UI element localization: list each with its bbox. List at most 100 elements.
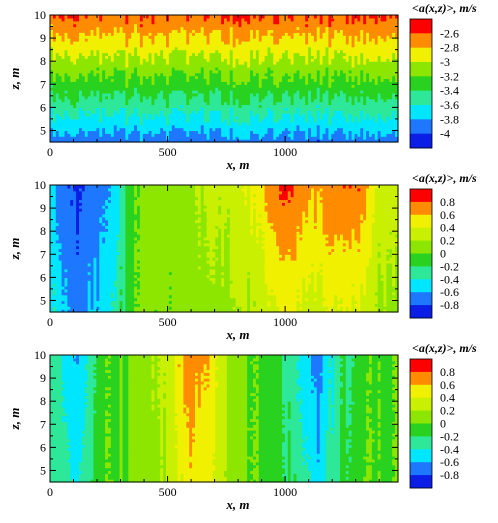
heatmap-cell: [284, 72, 289, 77]
heatmap-cell: [55, 32, 60, 36]
heatmap-cell: [195, 55, 199, 59]
heatmap-cell: [273, 26, 277, 31]
heatmap-cell: [250, 32, 254, 36]
heatmap-cell: [195, 58, 199, 62]
heatmap-cell: [276, 49, 280, 54]
heatmap-cell: [221, 61, 225, 65]
heatmap-cell: [64, 92, 68, 97]
heatmap-cell: [116, 38, 121, 42]
heatmap-cell: [296, 23, 300, 28]
heatmap-cell: [235, 101, 240, 106]
heatmap-cell: [154, 130, 158, 134]
heatmap-cell: [183, 116, 187, 120]
heatmap-cell: [142, 87, 147, 91]
heatmap-cell: [108, 69, 112, 74]
heatmap-cell: [241, 136, 245, 140]
heatmap-cell: [168, 35, 173, 39]
heatmap-cell: [87, 127, 92, 132]
heatmap-cell: [270, 87, 274, 91]
heatmap-cell: [267, 101, 271, 106]
heatmap-cell: [79, 90, 83, 94]
heatmap-cell: [99, 66, 103, 71]
heatmap-cell: [96, 136, 100, 140]
heatmap-cell: [212, 90, 216, 94]
heatmap-cell: [151, 75, 155, 80]
heatmap-cell: [299, 116, 303, 120]
heatmap-cell: [102, 95, 106, 100]
heatmap-cell: [108, 118, 112, 123]
heatmap-cell: [52, 101, 57, 106]
heatmap-cell: [145, 38, 150, 42]
heatmap-cell: [55, 69, 60, 74]
heatmap-cell: [76, 78, 80, 82]
heatmap-cell: [64, 78, 68, 82]
heatmap-cell: [119, 66, 124, 71]
heatmap-cell: [151, 52, 155, 57]
heatmap-cell: [73, 26, 77, 31]
heatmap-cell: [232, 139, 237, 143]
heatmap-cell: [119, 84, 124, 88]
heatmap-cell: [203, 72, 208, 77]
heatmap-cell: [221, 38, 225, 42]
heatmap-cell: [50, 69, 54, 74]
heatmap-cell: [134, 61, 138, 65]
heatmap-cell: [273, 84, 277, 88]
heatmap-cell: [276, 69, 280, 74]
heatmap-cell: [73, 58, 77, 62]
heatmap-cell: [189, 49, 193, 54]
heatmap-cell: [203, 49, 208, 54]
heatmap-cell: [131, 95, 135, 100]
heatmap-cell: [105, 127, 109, 132]
heatmap-cell: [215, 95, 219, 100]
heatmap-cell: [50, 118, 54, 123]
heatmap-cell: [180, 72, 184, 77]
heatmap-cell: [139, 107, 144, 111]
heatmap-cell: [203, 104, 208, 108]
heatmap-cell: [105, 84, 109, 88]
heatmap-cell: [296, 98, 300, 103]
heatmap-cell: [166, 107, 170, 111]
heatmap-cell: [99, 118, 103, 123]
heatmap-cell: [163, 40, 167, 45]
heatmap-cell: [186, 72, 190, 77]
heatmap-cell: [244, 116, 248, 120]
heatmap-cell: [235, 87, 240, 91]
heatmap-cell: [284, 15, 289, 19]
heatmap-cell: [218, 38, 222, 42]
heatmap-cell: [229, 66, 234, 71]
heatmap-cell: [267, 46, 271, 51]
heatmap-cell: [177, 95, 182, 100]
heatmap-cell: [279, 26, 283, 31]
heatmap-cell: [154, 107, 158, 111]
heatmap-cell: [73, 95, 77, 100]
heatmap-cell: [186, 49, 190, 54]
heatmap-cell: [250, 98, 254, 103]
heatmap-cell: [102, 101, 106, 106]
heatmap-cell: [270, 133, 274, 137]
heatmap-cell: [284, 95, 289, 100]
heatmap-cell: [73, 20, 77, 25]
heatmap-cell: [195, 29, 199, 33]
heatmap-cell: [177, 75, 182, 80]
heatmap-cell: [183, 130, 187, 134]
heatmap-cell: [99, 121, 103, 126]
heatmap-cell: [253, 127, 257, 132]
heatmap-cell: [55, 92, 60, 97]
heatmap-cell: [122, 92, 126, 97]
heatmap-cell: [215, 66, 219, 71]
heatmap-cell: [148, 130, 153, 134]
heatmap-cell: [267, 58, 271, 62]
heatmap-cell: [73, 38, 77, 42]
heatmap-cell: [209, 81, 213, 85]
heatmap-cell: [282, 75, 286, 80]
heatmap-cell: [296, 15, 300, 19]
heatmap-cell: [229, 130, 234, 134]
heatmap-cell: [195, 81, 199, 85]
heatmap-cell: [267, 66, 271, 71]
heatmap-cell: [264, 72, 269, 77]
heatmap-cell: [70, 130, 74, 134]
heatmap-cell: [154, 110, 158, 114]
heatmap-cell: [270, 127, 274, 132]
heatmap-cell: [125, 55, 129, 59]
heatmap-cell: [90, 64, 95, 68]
